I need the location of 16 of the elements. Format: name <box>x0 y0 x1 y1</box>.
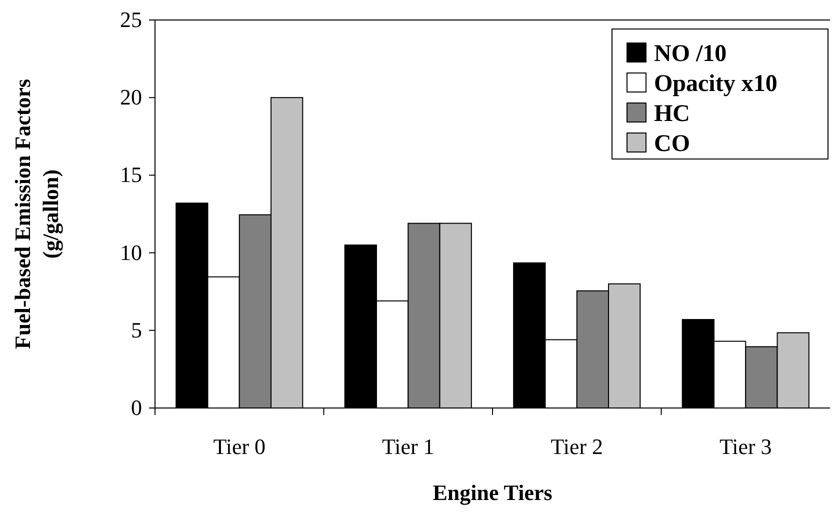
x-axis-title: Engine Tiers <box>432 480 553 505</box>
y-tick-label: 10 <box>120 240 142 265</box>
y-tick-label: 25 <box>120 7 142 32</box>
x-tick-label: Tier 0 <box>213 434 266 459</box>
x-tick-label: Tier 3 <box>719 434 772 459</box>
legend-label: CO <box>654 131 690 157</box>
legend-label: NO /10 <box>654 41 727 67</box>
y-axis-title: Fuel-based Emission Factors (g/gallon) <box>10 78 63 350</box>
y-tick-label: 0 <box>131 395 142 420</box>
y-tick-label: 5 <box>131 317 142 342</box>
y-tick-label: 15 <box>120 162 142 188</box>
legend-label: HC <box>654 101 690 127</box>
x-tick-label: Tier 1 <box>382 434 434 459</box>
x-tick-label: Tier 2 <box>550 434 604 459</box>
y-tick-label: 20 <box>120 84 142 110</box>
legend-label: Opacity x10 <box>654 71 778 97</box>
